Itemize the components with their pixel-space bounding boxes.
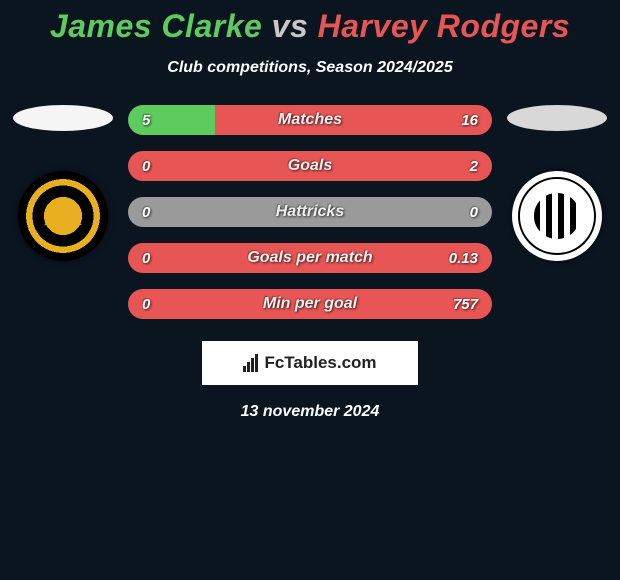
stats-bars: 5Matches160Goals20Hattricks00Goals per m… <box>118 105 502 335</box>
right-side <box>502 105 612 261</box>
left-side <box>8 105 118 261</box>
snapshot-date: 13 november 2024 <box>0 403 620 421</box>
stat-value-left: 5 <box>142 112 172 129</box>
comparison-panel: 5Matches160Goals20Hattricks00Goals per m… <box>0 105 620 335</box>
bars-icon <box>243 354 258 372</box>
title-vs: vs <box>262 8 317 44</box>
stat-label: Matches <box>172 111 448 129</box>
stat-row: 0Goals per match0.13 <box>128 243 492 273</box>
team-crest-left <box>18 171 108 261</box>
page-title: James Clarke vs Harvey Rodgers <box>0 8 620 45</box>
stat-label: Goals <box>172 157 448 175</box>
brand-watermark: FcTables.com <box>202 341 418 385</box>
stat-row: 5Matches16 <box>128 105 492 135</box>
title-left: James Clarke <box>50 8 262 44</box>
stat-value-right: 757 <box>448 296 478 313</box>
team-crest-right <box>512 171 602 261</box>
stat-row: 0Min per goal757 <box>128 289 492 319</box>
stat-value-right: 0.13 <box>448 250 478 267</box>
stat-row: 0Goals2 <box>128 151 492 181</box>
stat-label: Goals per match <box>172 249 448 267</box>
stat-label: Hattricks <box>172 203 448 221</box>
stat-value-left: 0 <box>142 204 172 221</box>
stat-value-left: 0 <box>142 250 172 267</box>
stat-label: Min per goal <box>172 295 448 313</box>
stat-value-right: 16 <box>448 112 478 129</box>
title-right: Harvey Rodgers <box>318 8 570 44</box>
player-photo-right <box>507 105 607 131</box>
brand-text: FcTables.com <box>264 353 376 373</box>
stat-value-right: 0 <box>448 204 478 221</box>
stat-value-right: 2 <box>448 158 478 175</box>
stat-value-left: 0 <box>142 296 172 313</box>
stat-value-left: 0 <box>142 158 172 175</box>
player-photo-left <box>13 105 113 131</box>
subtitle: Club competitions, Season 2024/2025 <box>0 59 620 77</box>
stat-row: 0Hattricks0 <box>128 197 492 227</box>
